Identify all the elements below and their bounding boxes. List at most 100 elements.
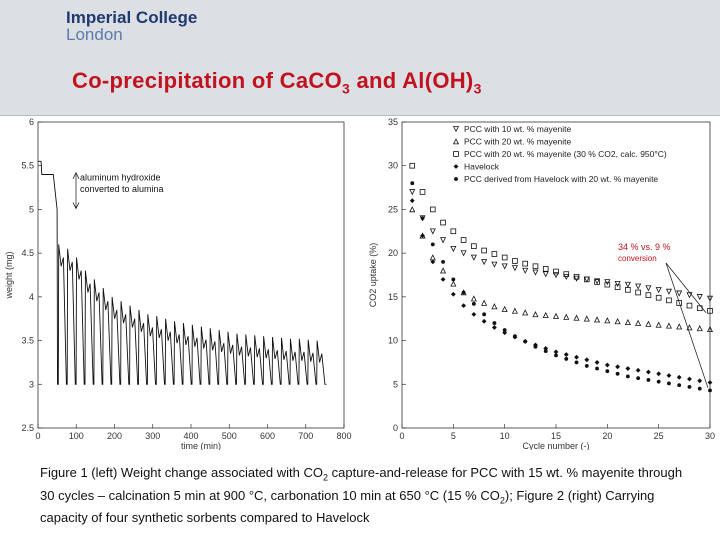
data-point-series-4: [441, 259, 445, 264]
data-point-series-2: [532, 263, 539, 270]
title-mid: and Al(OH): [350, 68, 474, 93]
data-point-series-4: [482, 312, 487, 317]
title-sub1: 3: [341, 80, 351, 97]
y-tick-label: 0: [393, 423, 398, 433]
data-point-series-3: [676, 374, 682, 380]
y-axis-label: CO2 uptake (%): [368, 243, 378, 308]
title-main: Co-precipitation of CaCO: [72, 68, 342, 93]
data-point-series-3: [604, 362, 610, 368]
imperial-college-logo: Imperial College London: [66, 9, 197, 43]
data-point-series-4: [492, 321, 497, 326]
x-tick-label: 100: [69, 431, 84, 441]
data-point-series-4: [502, 328, 507, 332]
x-tick-label: 0: [35, 431, 40, 441]
data-point-series-0: [511, 265, 518, 272]
data-point-series-0: [614, 280, 621, 288]
data-point-series-4: [420, 216, 425, 221]
data-point-series-0: [635, 283, 642, 290]
data-point-series-4: [636, 376, 641, 381]
x-tick-label: 0: [399, 431, 404, 441]
data-point-series-4: [533, 344, 538, 349]
caption-part2: capture-and-release for PCC with 15 wt. …: [40, 465, 683, 503]
data-point-series-1: [706, 325, 714, 333]
data-point-series-2: [553, 268, 559, 275]
data-point-series-1: [635, 319, 642, 326]
data-point-series-4: [430, 242, 435, 247]
caption-sub1: 2: [323, 472, 329, 483]
data-point-series-0: [450, 245, 457, 253]
data-point-series-3: [584, 357, 590, 363]
figure-2-uptake-chart: 0 5 10 15 20 25 30 0 5 10 15 20 25 30 35 Cycle number (…: [366, 116, 718, 451]
data-point-series-2: [460, 237, 467, 243]
data-point-series-3: [553, 349, 559, 355]
data-point-series-1: [429, 254, 436, 261]
legend-marker: [453, 164, 459, 169]
x-tick-label: 200: [107, 431, 122, 441]
data-point-series-0: [491, 261, 498, 268]
data-point-series-2: [655, 294, 662, 301]
data-point-series-4: [564, 357, 569, 361]
data-point-series-4: [677, 383, 682, 388]
data-point-series-2: [583, 276, 590, 283]
data-point-series-1: [470, 295, 477, 302]
y-tick-label: 15: [388, 292, 398, 302]
y-tick-label: 6: [29, 117, 34, 127]
data-point-series-3: [707, 380, 713, 385]
x-tick-label: 700: [298, 431, 313, 441]
data-point-series-0: [583, 276, 590, 283]
data-point-series-0: [532, 269, 539, 276]
legend-label: Havelock: [464, 162, 500, 172]
data-point-series-2: [522, 260, 529, 267]
data-point-series-4: [625, 374, 630, 379]
legend-marker: [453, 151, 459, 157]
data-point-series-1: [624, 318, 631, 326]
annotation-line1: aluminum hydroxide: [80, 173, 161, 183]
data-point-series-2: [635, 289, 641, 296]
data-point-series-0: [594, 278, 601, 285]
header-band: Imperial College London Co-precipitation…: [0, 0, 720, 116]
data-point-series-0: [655, 287, 662, 294]
data-point-series-1: [686, 324, 693, 331]
y-tick-label: 3.5: [21, 336, 34, 346]
data-point-series-4: [667, 381, 671, 386]
data-point-series-4: [471, 301, 476, 306]
data-point-series-3: [450, 291, 456, 297]
data-point-series-2: [707, 308, 713, 314]
data-point-series-2: [419, 189, 426, 195]
legend-label: PCC with 20 wt. % mayenite (30 % CO2, ca…: [464, 149, 667, 159]
x-tick-label: 30: [705, 431, 715, 441]
data-point-series-2: [512, 258, 518, 264]
y-tick-label: 10: [388, 336, 398, 346]
data-point-series-2: [625, 287, 631, 293]
data-point-series-2: [686, 302, 693, 309]
data-point-series-4: [451, 277, 456, 282]
y-axis-label: weight (mg): [4, 251, 14, 299]
x-tick-label: 25: [654, 431, 664, 441]
legend-marker: [452, 138, 460, 145]
data-point-series-1: [614, 318, 621, 325]
data-point-series-3: [656, 371, 662, 377]
data-point-series-3: [646, 369, 651, 375]
data-point-series-0: [481, 259, 488, 266]
data-point-series-4: [656, 379, 661, 384]
data-point-series-0: [624, 281, 631, 288]
legend-marker: [454, 177, 458, 181]
data-point-series-3: [471, 311, 477, 317]
x-tick-label: 5: [451, 431, 456, 441]
data-point-series-3: [440, 276, 446, 282]
data-point-series-1: [409, 206, 416, 213]
data-point-series-1: [676, 323, 683, 330]
data-point-series-1: [665, 322, 672, 329]
data-point-series-0: [542, 271, 549, 278]
data-point-series-3: [481, 318, 487, 324]
figure-1-svg: 0 100 200 300 400 500 600 700 800 2.5 3 3.5 4 4.5 5 5.5…: [4, 117, 352, 451]
data-point-series-3: [666, 373, 672, 378]
y-tick-label: 5: [29, 204, 34, 214]
data-point-series-3: [594, 360, 600, 365]
data-point-series-2: [491, 251, 498, 257]
data-point-series-3: [461, 303, 466, 308]
x-tick-label: 10: [500, 431, 510, 441]
data-point-series-4: [708, 388, 712, 393]
data-point-series-1: [522, 309, 529, 316]
data-point-series-4: [523, 339, 528, 344]
